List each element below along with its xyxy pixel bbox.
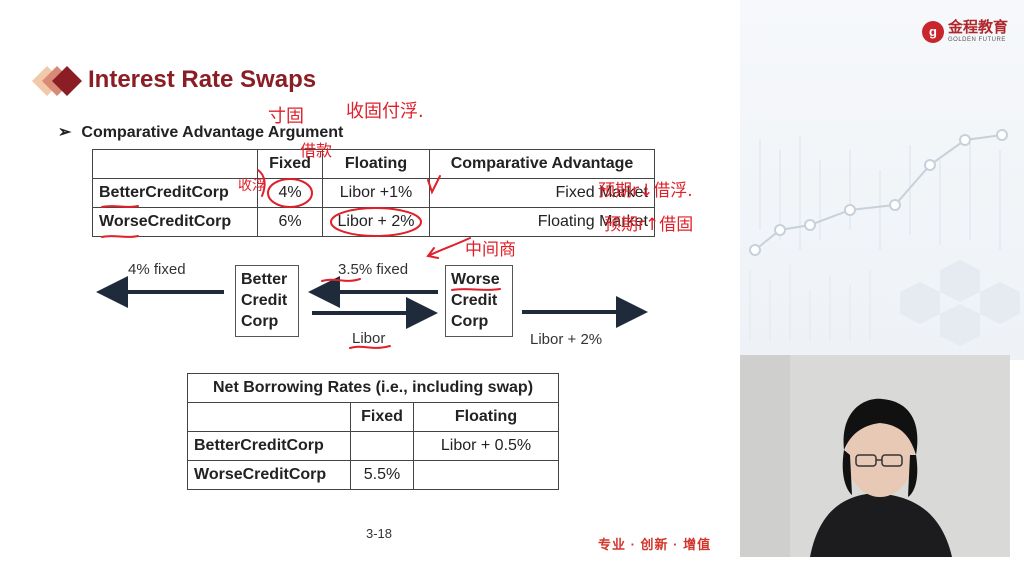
background-decoration — [740, 0, 1024, 360]
fixed-rate: 5.5% — [350, 460, 414, 490]
presenter-figure-icon — [810, 398, 952, 557]
bullet-point: ➢ Comparative Advantage Argument — [58, 122, 343, 142]
logo-icon: g — [922, 20, 944, 43]
table-title-row: Net Borrowing Rates (i.e., including swa… — [187, 373, 559, 403]
box-line: Worse — [451, 271, 500, 288]
box-line: Corp — [451, 313, 489, 330]
bullet-text: Comparative Advantage Argument — [81, 124, 344, 141]
row-name: BetterCreditCorp — [92, 178, 258, 208]
row-name: WorseCreditCorp — [187, 460, 351, 490]
page-number: 3-18 — [366, 526, 393, 541]
fixed-rate — [350, 431, 414, 461]
box-line: Credit — [241, 292, 288, 309]
net-borrowing-table: Net Borrowing Rates (i.e., including swa… — [187, 373, 559, 490]
bullet-arrow-icon: ➢ — [58, 124, 72, 141]
title-diamond-icon — [32, 66, 82, 96]
slogan: 专业 · 创新 · 增值 — [598, 537, 712, 552]
flow-arrows — [96, 276, 648, 329]
logo-en-text: GOLDEN FUTURE — [948, 37, 1006, 43]
fixed-rate: 6% — [257, 207, 323, 237]
floating-rate: Libor +1% — [322, 178, 430, 208]
row-name: BetterCreditCorp — [187, 431, 351, 461]
flow-middle-top-label: 3.5% fixed — [338, 261, 409, 278]
flow-left-label: 4% fixed — [128, 261, 186, 278]
header-cell: Floating — [322, 149, 430, 179]
header-cell: Comparative Advantage — [429, 149, 655, 179]
comparative-advantage: Floating Market — [429, 207, 655, 237]
box-line: Better — [241, 271, 288, 288]
header-cell — [187, 402, 351, 432]
better-credit-box: Better Credit Corp — [235, 265, 299, 337]
floating-rate: Libor + 0.5% — [413, 431, 559, 461]
row-name: WorseCreditCorp — [92, 207, 258, 237]
table-header-row: Fixed Floating Comparative Advantage — [92, 149, 655, 179]
flow-right-label: Libor + 2% — [530, 331, 603, 348]
flow-middle-bottom-label: Libor — [352, 330, 386, 347]
worse-credit-box: Worse Credit Corp — [445, 265, 513, 337]
presenter-video — [740, 355, 1010, 557]
logo-cn-text: 金程教育 — [948, 19, 1009, 36]
slide-title: Interest Rate Swaps — [88, 66, 317, 93]
box-line: Credit — [451, 292, 498, 309]
brand-logo: g 金程教育 GOLDEN FUTURE — [922, 20, 1008, 43]
header-cell: Fixed — [350, 402, 414, 432]
table-header-row: Fixed Floating — [187, 402, 559, 432]
table-title: Net Borrowing Rates (i.e., including swa… — [187, 373, 559, 403]
header-cell: Floating — [413, 402, 559, 432]
box-line: Corp — [241, 313, 279, 330]
table-row: WorseCreditCorp 5.5% — [187, 460, 559, 490]
comparative-advantage: Fixed Market — [429, 178, 655, 208]
floating-rate — [413, 460, 559, 490]
table-row: BetterCreditCorp Libor + 0.5% — [187, 431, 559, 461]
